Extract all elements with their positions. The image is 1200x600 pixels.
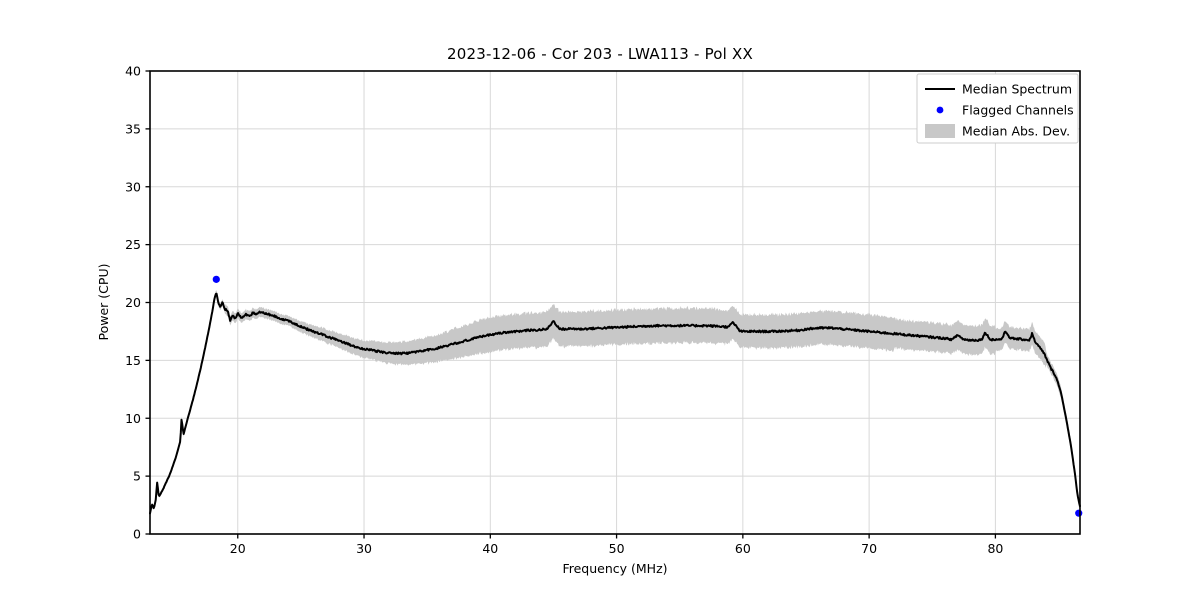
legend-label: Flagged Channels (962, 103, 1074, 118)
chart-legend[interactable]: Median Spectrum Flagged Channels Median Ab… (916, 73, 1079, 144)
legend-label: Median Spectrum (962, 82, 1072, 97)
x-tick-label: 30 (356, 541, 372, 556)
x-tick-labels: 20 30 40 50 60 70 80 (230, 541, 1004, 556)
y-tick-label: 25 (125, 237, 141, 252)
x-tick-label: 60 (735, 541, 751, 556)
axis-ticks (145, 70, 997, 539)
x-tick-label: 70 (861, 541, 877, 556)
legend-label: Median Abs. Dev. (962, 124, 1070, 139)
y-tick-label: 20 (125, 295, 141, 310)
y-tick-label: 0 (133, 527, 141, 542)
legend-swatch-dot (936, 106, 944, 114)
x-tick-label: 50 (609, 541, 625, 556)
y-tick-label: 30 (125, 179, 141, 194)
x-tick-label: 20 (230, 541, 246, 556)
median-abs-dev-band (150, 290, 1080, 515)
y-tick-label: 15 (125, 353, 141, 368)
y-tick-labels: 0 5 10 15 20 25 30 35 40 (125, 64, 141, 542)
x-tick-label: 80 (987, 541, 1003, 556)
x-axis-label: Frequency (MHz) (562, 561, 667, 576)
grid-lines (150, 71, 1080, 534)
median-spectrum-line (149, 292, 1081, 515)
chart-title: 2023-12-06 - Cor 203 - LWA113 - Pol XX (447, 45, 753, 63)
y-tick-label: 40 (125, 64, 141, 79)
y-tick-label: 35 (125, 121, 141, 136)
x-tick-label: 40 (482, 541, 498, 556)
y-axis-label: Power (CPU) (96, 264, 111, 341)
y-tick-label: 5 (133, 469, 141, 484)
legend-frame (916, 73, 1079, 144)
y-tick-label: 10 (125, 411, 141, 426)
legend-swatch-band (925, 124, 955, 138)
